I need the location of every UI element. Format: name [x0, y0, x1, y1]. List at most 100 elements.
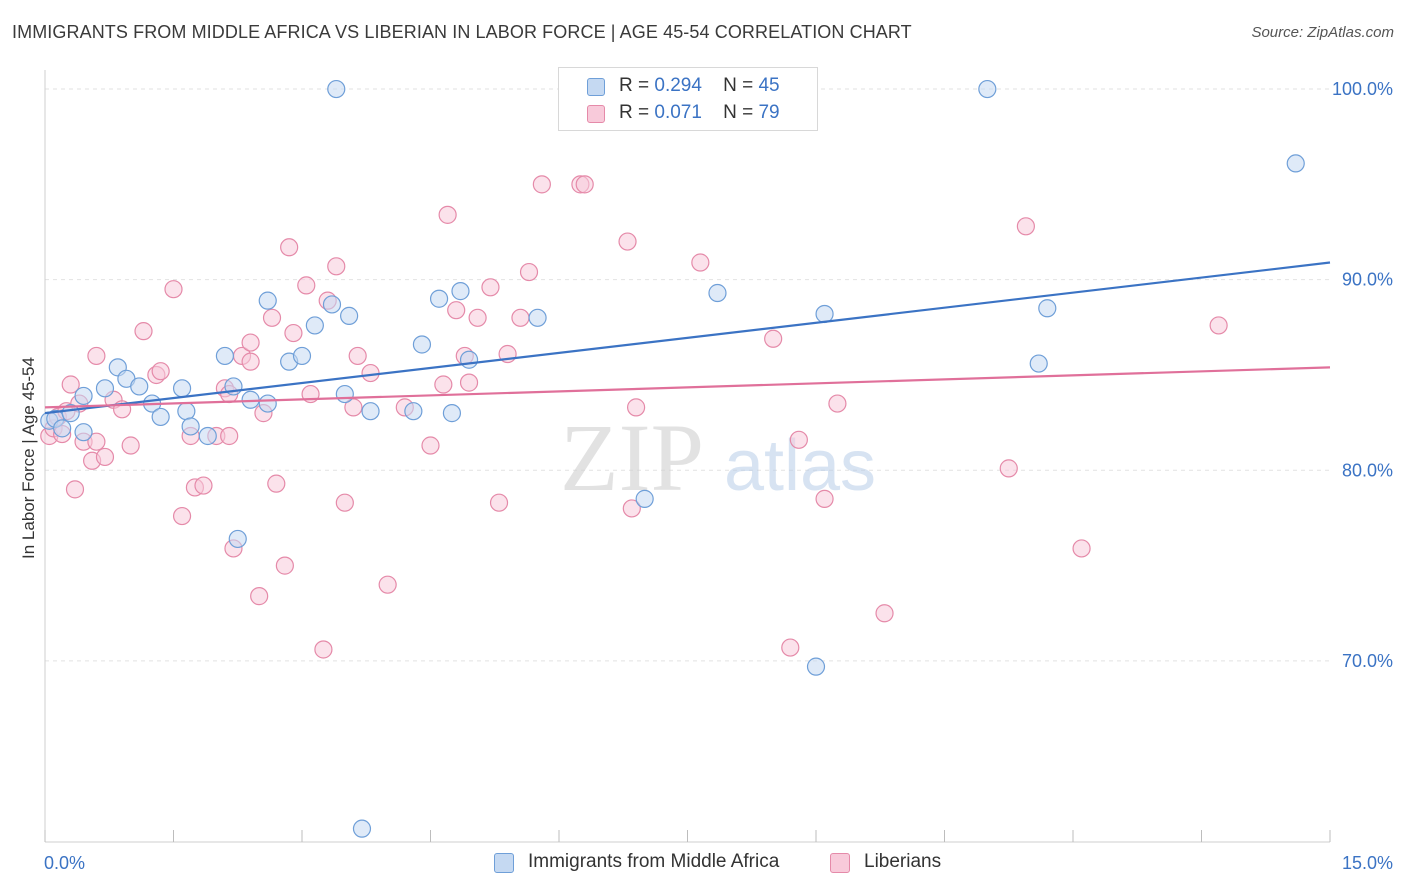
point-liberian	[220, 426, 239, 446]
point-liberian	[95, 447, 115, 467]
x-tick-label-min: 0.0%	[44, 853, 85, 873]
point-liberian	[828, 394, 847, 413]
point-middle-africa	[215, 346, 234, 366]
point-liberian	[297, 276, 316, 295]
legend-n-value: 79	[758, 102, 780, 123]
point-liberian	[618, 232, 637, 251]
chart-title: IMMIGRANTS FROM MIDDLE AFRICA VS LIBERIA…	[12, 22, 912, 42]
watermark-zip: ZIP	[560, 404, 704, 511]
point-liberian	[875, 604, 894, 623]
point-middle-africa	[327, 79, 346, 99]
point-liberian	[172, 506, 192, 526]
point-middle-africa	[340, 306, 359, 325]
bottom-legend-swatch-blue	[494, 853, 514, 873]
trend-line-middle-africa	[44, 261, 1331, 415]
trend-line-liberian	[44, 366, 1331, 409]
point-liberian	[481, 278, 500, 297]
point-liberian	[421, 436, 440, 455]
point-liberian	[468, 308, 487, 327]
point-middle-africa	[53, 419, 72, 438]
point-liberian	[267, 474, 286, 493]
bottom-legend-swatch-pink	[830, 853, 850, 873]
point-middle-africa	[228, 529, 247, 549]
point-middle-africa	[978, 79, 997, 99]
point-liberian	[250, 587, 269, 606]
point-liberian	[815, 489, 834, 508]
point-liberian	[511, 308, 530, 327]
point-liberian	[378, 575, 397, 594]
point-middle-africa	[151, 407, 170, 427]
point-middle-africa	[429, 289, 449, 308]
watermark: ZIP atlas	[560, 404, 876, 511]
x-tick-label-max: 15.0%	[1342, 853, 1393, 873]
point-liberian	[691, 253, 710, 272]
point-liberian	[434, 375, 453, 394]
legend-r-label: R =	[619, 102, 650, 123]
point-liberian	[164, 280, 183, 299]
point-liberian	[532, 175, 551, 194]
point-liberian	[1072, 539, 1091, 558]
point-liberian	[348, 346, 367, 366]
legend-n-value: 45	[758, 75, 780, 96]
point-middle-africa	[1286, 154, 1305, 173]
point-middle-africa	[74, 423, 93, 442]
correlation-legend: R = 0.294 N = 45 R = 0.071 N = 79	[558, 67, 818, 131]
point-liberian	[275, 556, 294, 575]
point-middle-africa	[412, 335, 432, 354]
axes	[44, 70, 1331, 843]
chart-source: Source: ZipAtlas.com	[1251, 24, 1394, 41]
point-liberian	[327, 257, 346, 276]
point-middle-africa	[181, 417, 200, 436]
y-tick-label: 70.0%	[1342, 651, 1393, 671]
point-liberian	[344, 398, 363, 417]
point-liberian	[622, 499, 641, 518]
point-liberian	[151, 362, 170, 381]
point-liberian	[575, 175, 594, 194]
point-middle-africa	[258, 394, 277, 413]
point-liberian	[280, 238, 299, 257]
point-liberian	[284, 323, 303, 343]
point-liberian	[789, 430, 808, 449]
point-liberian	[262, 308, 282, 327]
y-axis-label: In Labor Force | Age 45-54	[19, 357, 38, 559]
point-liberian	[134, 322, 153, 341]
point-middle-africa	[74, 386, 93, 406]
point-middle-africa	[130, 377, 149, 396]
point-middle-africa	[806, 657, 826, 676]
point-liberian	[65, 480, 85, 499]
point-middle-africa	[305, 316, 324, 335]
point-liberian	[1016, 217, 1035, 236]
point-middle-africa	[459, 350, 479, 369]
point-middle-africa	[404, 402, 423, 421]
legend-swatch-blue	[587, 78, 605, 96]
point-liberian	[194, 476, 213, 495]
point-liberian	[335, 493, 354, 512]
legend-r-value: 0.294	[654, 75, 702, 96]
point-liberian	[626, 398, 646, 417]
point-liberian	[314, 640, 333, 659]
point-middle-africa	[322, 295, 342, 314]
grid-lines	[45, 88, 1330, 662]
point-liberian	[489, 493, 509, 512]
point-middle-africa	[172, 379, 192, 398]
point-middle-africa	[177, 402, 196, 421]
point-liberian	[87, 432, 106, 451]
point-middle-africa	[635, 489, 654, 508]
point-middle-africa	[361, 402, 380, 421]
y-tick-label: 80.0%	[1342, 460, 1393, 480]
point-liberian	[999, 459, 1018, 478]
point-liberian	[764, 329, 783, 348]
point-liberian	[519, 262, 539, 282]
point-middle-africa	[528, 308, 547, 327]
point-liberian	[87, 346, 106, 366]
point-middle-africa	[451, 282, 470, 301]
legend-n-label: N =	[723, 75, 754, 96]
point-middle-africa	[708, 283, 727, 303]
point-liberian	[1209, 316, 1228, 335]
point-middle-africa	[1038, 299, 1057, 318]
point-middle-africa	[1029, 354, 1048, 373]
legend-n-label: N =	[723, 102, 754, 123]
legend-swatch-pink	[587, 105, 605, 123]
bottom-legend-label: Liberians	[864, 851, 942, 872]
